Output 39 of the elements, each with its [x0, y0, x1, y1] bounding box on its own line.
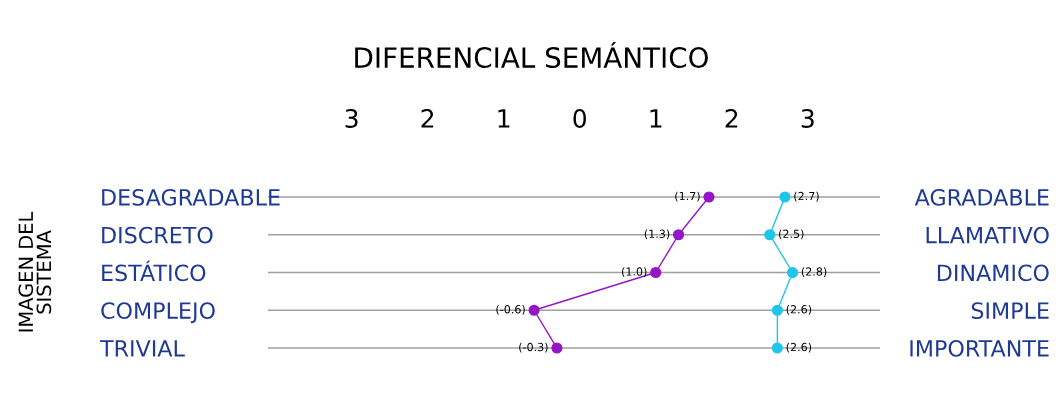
point	[771, 342, 783, 354]
point	[764, 229, 776, 241]
point	[787, 266, 799, 279]
y-tick-label: ESTÁTICO	[102, 260, 206, 282]
y2-tick-label: SIMPLE	[971, 302, 1049, 320]
point	[551, 342, 563, 354]
x-tick-label: 3	[801, 109, 814, 128]
x-tick-label: 2	[725, 109, 738, 128]
point	[779, 191, 791, 203]
y2-tick-label: DINAMICO	[937, 264, 1049, 282]
data-label: (2.6)	[786, 304, 812, 315]
y2-tick-label: IMPORTANTE	[910, 339, 1049, 357]
data-label: (2.6)	[786, 342, 812, 353]
data-label: (2.5)	[779, 229, 804, 240]
point	[703, 191, 715, 203]
point	[650, 266, 662, 279]
point	[771, 304, 783, 316]
y2-tick-label: AGRADABLE	[914, 188, 1049, 206]
x-tick-label: 0	[573, 109, 586, 128]
y-tick-label: TRIVIAL	[99, 340, 185, 357]
data-label: (1.3)	[644, 229, 670, 240]
point	[528, 304, 540, 316]
y-tick-label: DISCRETO	[102, 226, 213, 244]
data-label: (1.0)	[622, 267, 647, 278]
y-axis-title: IMAGEN DEL SISTEMA	[18, 211, 52, 332]
chart-title: DIFERENCIAL SEMÁNTICO	[355, 41, 708, 69]
data-label: (-0.6)	[496, 304, 525, 315]
data-label: (2.7)	[794, 191, 819, 202]
data-label: (-0.3)	[519, 342, 548, 353]
data-label: (2.8)	[801, 267, 827, 278]
x-tick-label: 1	[650, 109, 662, 128]
x-tick-label: 1	[498, 109, 510, 128]
point	[672, 229, 685, 241]
x-tick-label: 2	[421, 109, 434, 128]
y-tick-label: COMPLEJO	[101, 302, 215, 324]
y-tick-label: DESAGRADABLE	[102, 188, 280, 206]
y2-tick-label: LLAMATIVO	[926, 226, 1049, 244]
x-tick-label: 3	[345, 109, 358, 128]
data-label: (1.7)	[675, 191, 700, 202]
